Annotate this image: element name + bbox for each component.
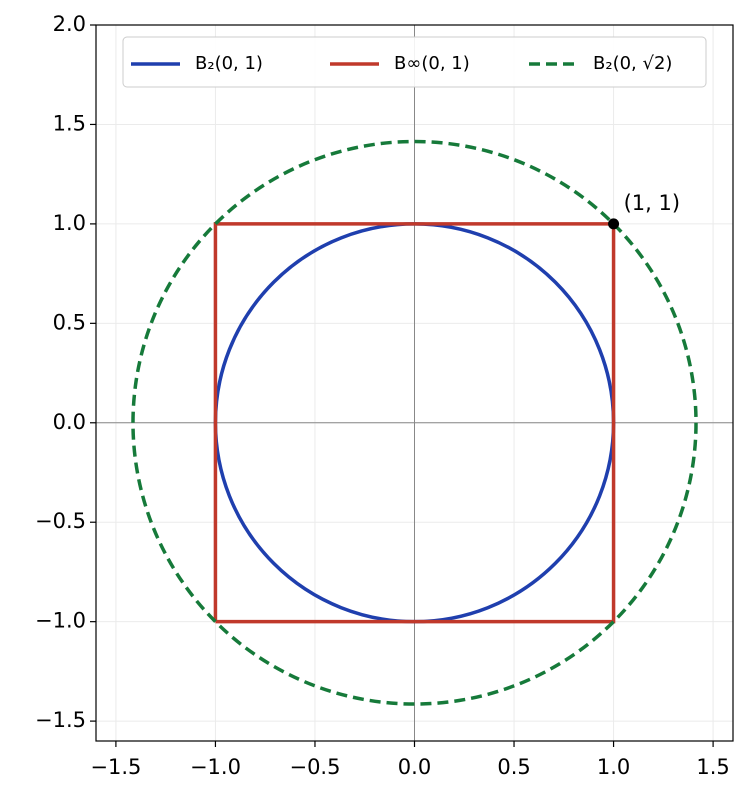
legend-box <box>122 36 707 88</box>
legend-label: B₂(0, 1) <box>195 53 263 74</box>
legend: B₂(0, 1) B∞(0, 1) B₂(0, √2) <box>122 36 707 88</box>
x-tick-label: 0.5 <box>497 755 530 779</box>
annotation: (1, 1) <box>624 191 680 215</box>
x-tick-label: −1.5 <box>90 755 141 779</box>
y-tick-label: −1.5 <box>35 708 86 732</box>
x-tick-label: 1.0 <box>597 755 630 779</box>
x-tick-label: 1.5 <box>696 755 729 779</box>
y-tick-label: −0.5 <box>35 509 86 533</box>
y-tick-label: −1.0 <box>35 609 86 633</box>
circle <box>131 139 698 706</box>
legend-label: B∞(0, 1) <box>394 53 470 74</box>
y-tick-label: 0.0 <box>53 410 86 434</box>
y-tick-label: 2.0 <box>53 12 86 36</box>
y-tick-label: 1.0 <box>53 211 86 235</box>
y-tick-label: 1.5 <box>53 111 86 135</box>
plot-frame <box>95 24 734 742</box>
y-tick-label: 0.5 <box>53 310 86 334</box>
x-tick-label: −1.0 <box>190 755 241 779</box>
point <box>608 218 620 230</box>
legend-label: B₂(0, √2) <box>593 53 672 74</box>
x-tick-label: −0.5 <box>289 755 340 779</box>
x-tick-label: 0.0 <box>398 755 431 779</box>
